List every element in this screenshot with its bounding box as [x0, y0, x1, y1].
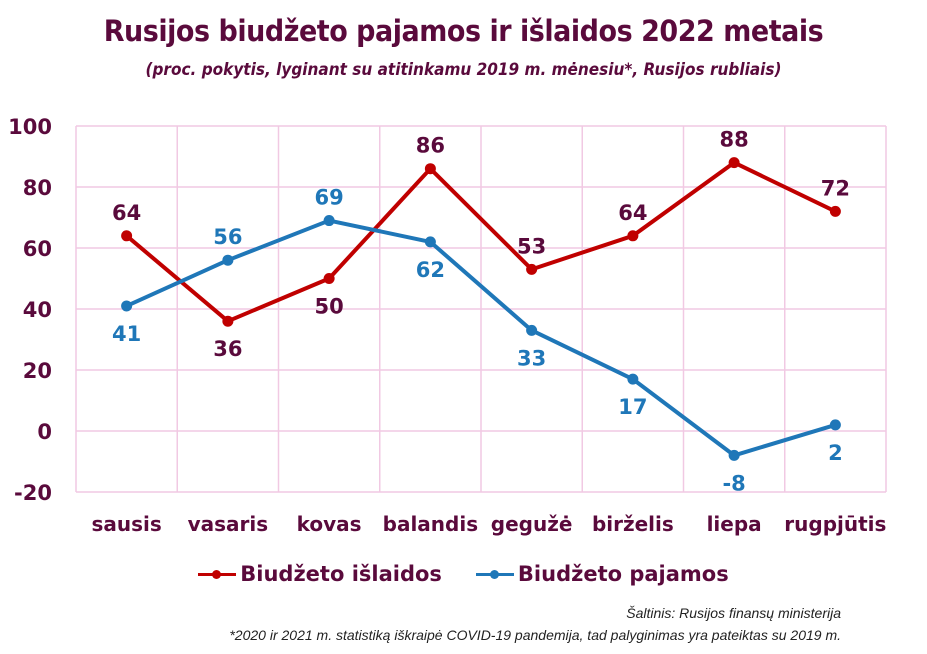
data-label: 33 [517, 346, 546, 370]
legend-item-expenses[interactable]: Biudžeto išlaidos [198, 562, 442, 586]
gridlines [75, 125, 887, 493]
chart-title: Rusijos biudžeto pajamos ir išlaidos 202… [103, 14, 824, 48]
y-tick-label: 60 [23, 237, 52, 261]
line-chart: -20 0 20 40 60 80 100 sausis vasaris kovas baland… [8, 115, 887, 536]
data-label: 56 [213, 225, 242, 249]
data-label: 69 [315, 186, 344, 210]
data-label: 36 [213, 337, 242, 361]
source-note: Šaltinis: Rusijos finansų ministerija [626, 605, 841, 621]
footnote: *2020 ir 2021 m. statistiką iškraipė COV… [229, 627, 841, 643]
data-point [424, 163, 436, 175]
y-tick-label: 40 [23, 298, 52, 322]
data-point [728, 157, 740, 169]
series-expenses: 64 36 50 86 53 64 88 72 [112, 128, 850, 362]
data-point [829, 205, 841, 217]
data-point [424, 236, 436, 248]
x-tick-label: balandis [383, 512, 478, 536]
legend-line-marker-icon [475, 567, 514, 581]
data-point [728, 449, 740, 461]
x-tick-label: rugpjūtis [784, 512, 886, 536]
data-label: 62 [416, 258, 445, 282]
x-tick-label: birželis [592, 512, 674, 536]
data-point [121, 300, 133, 312]
data-label: 72 [821, 176, 850, 200]
y-tick-label: -20 [14, 481, 52, 505]
data-point [627, 230, 639, 242]
data-label: -8 [722, 471, 745, 495]
series-revenue: 41 56 69 62 33 17 -8 2 [112, 186, 843, 496]
y-tick-label: 100 [8, 115, 52, 139]
legend: Biudžeto išlaidos Biudžeto pajamos [0, 562, 927, 586]
data-point [222, 254, 234, 266]
legend-item-revenue[interactable]: Biudžeto pajamos [475, 562, 729, 586]
x-tick-label: liepa [707, 512, 762, 536]
series-layer: 64 36 50 86 53 64 88 72 41 56 69 62 33 17 -8 2 [112, 128, 850, 496]
data-label: 41 [112, 322, 141, 346]
data-label: 17 [618, 395, 647, 419]
data-point [222, 315, 234, 327]
x-tick-label: sausis [91, 512, 161, 536]
data-point [121, 230, 133, 242]
data-label: 86 [416, 134, 445, 158]
legend-label: Biudžeto pajamos [517, 562, 729, 586]
data-point [627, 373, 639, 385]
data-point [829, 419, 841, 431]
data-label: 64 [112, 201, 141, 225]
data-label: 88 [720, 128, 749, 152]
legend-line-marker-icon [198, 567, 237, 581]
series-line [125, 218, 836, 458]
legend-label: Biudžeto išlaidos [240, 562, 442, 586]
y-tick-label: 0 [37, 420, 52, 444]
x-axis-ticks: sausis vasaris kovas balandis gegužė birželis… [91, 512, 886, 536]
data-label: 2 [828, 441, 843, 465]
y-tick-label: 80 [23, 176, 52, 200]
x-tick-label: vasaris [188, 512, 269, 536]
data-point [323, 273, 335, 284]
series-line [125, 160, 837, 324]
chart-subtitle: (proc. pokytis, lyginant su atitinkamu 2… [145, 60, 782, 80]
data-point [526, 263, 538, 275]
x-tick-label: gegužė [491, 512, 573, 536]
data-point [526, 324, 538, 336]
data-point [323, 215, 335, 227]
y-tick-label: 20 [23, 359, 52, 383]
data-label: 50 [315, 295, 344, 319]
data-label: 53 [517, 234, 546, 258]
y-axis-ticks: -20 0 20 40 60 80 100 [8, 115, 52, 505]
data-label: 64 [618, 201, 647, 225]
x-tick-label: kovas [297, 512, 362, 536]
